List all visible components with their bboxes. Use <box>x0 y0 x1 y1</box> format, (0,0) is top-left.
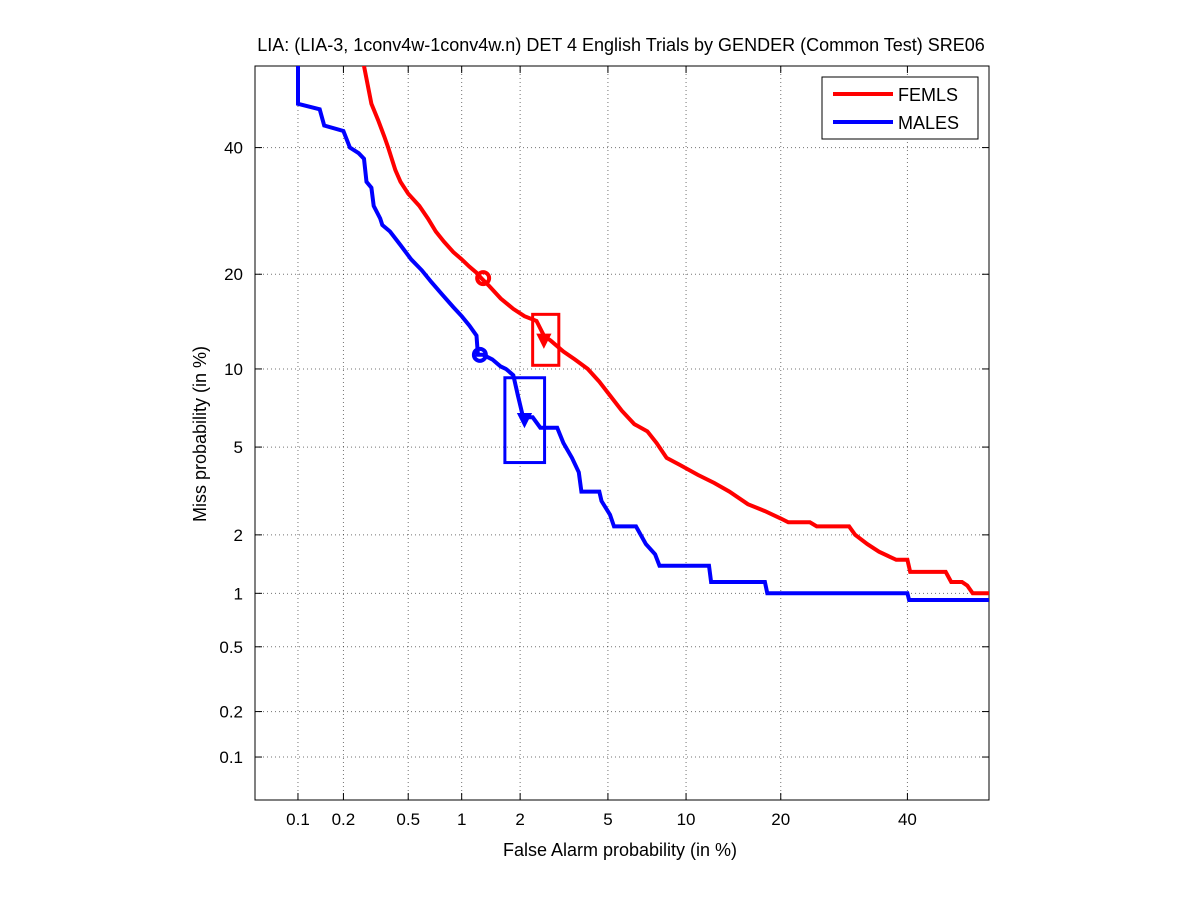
series-line-males <box>296 66 989 602</box>
series-femls <box>361 66 989 596</box>
legend-label-males: MALES <box>898 113 959 133</box>
legend: FEMLS MALES <box>821 76 979 140</box>
y-tick-label: 0.5 <box>219 638 243 657</box>
x-tick-label: 10 <box>677 810 696 829</box>
confidence-box-males <box>503 376 547 465</box>
y-tick-label: 0.2 <box>219 703 243 722</box>
x-axis-label: False Alarm probability (in %) <box>503 840 737 860</box>
series-layer <box>296 66 989 602</box>
y-tick-label: 1 <box>234 584 243 603</box>
y-axis-label: Miss probability (in %) <box>190 346 210 522</box>
legend-box <box>821 76 979 140</box>
x-tick-label: 1 <box>457 810 466 829</box>
y-tick-label: 10 <box>224 360 243 379</box>
y-tick-label: 2 <box>234 526 243 545</box>
x-tick-label: 20 <box>771 810 790 829</box>
y-tick-label: 0.1 <box>219 748 243 767</box>
legend-label-femls: FEMLS <box>898 85 958 105</box>
actual-dcf-marker-femls <box>536 333 552 349</box>
y-tick-label: 5 <box>234 438 243 457</box>
confidence-box-femls <box>531 312 561 367</box>
plot-frame <box>254 65 990 801</box>
x-tick-label: 5 <box>603 810 612 829</box>
x-tick-label: 0.1 <box>286 810 310 829</box>
x-tick-label: 0.5 <box>396 810 420 829</box>
chart-title: LIA: (LIA-3, 1conv4w-1conv4w.n) DET 4 En… <box>257 35 985 55</box>
min-dcf-marker-males <box>471 346 488 363</box>
series-line-femls <box>361 66 989 596</box>
series-males <box>296 66 989 602</box>
x-tick-label: 40 <box>898 810 917 829</box>
y-tick-label: 40 <box>224 139 243 158</box>
actual-dcf-marker-males <box>516 412 533 429</box>
x-tick-label: 2 <box>515 810 524 829</box>
min-dcf-marker-femls <box>475 270 492 287</box>
x-tick-label: 0.2 <box>332 810 356 829</box>
y-tick-label: 20 <box>224 265 243 284</box>
tick-layer: 0.1 0.2 0.5 1 2 5 10 20 40 0.1 0.2 0.5 1 2 5 10 20 40 <box>219 66 989 829</box>
